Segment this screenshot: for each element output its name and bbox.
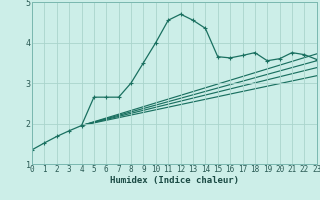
X-axis label: Humidex (Indice chaleur): Humidex (Indice chaleur)	[110, 176, 239, 185]
